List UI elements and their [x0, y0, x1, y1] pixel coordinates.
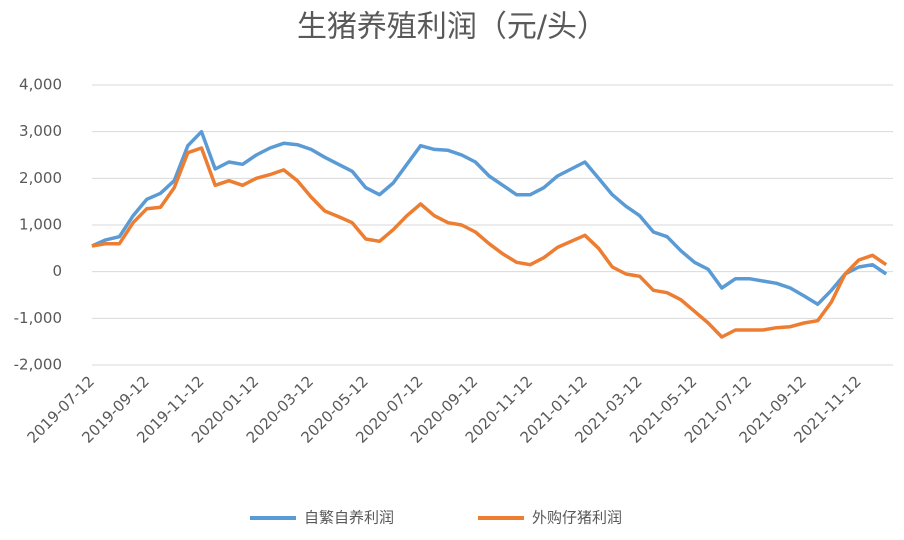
legend-label: 外购仔猪利润 — [532, 509, 622, 527]
y-tick-label: 3,000 — [19, 122, 62, 140]
y-tick-label: 4,000 — [19, 76, 62, 94]
legend-label: 自繁自养利润 — [304, 509, 394, 527]
series-line — [91, 129, 888, 307]
series-line — [91, 146, 888, 339]
y-tick-label: 2,000 — [19, 169, 62, 187]
chart-title: 生猪养殖利润（元/头） — [297, 10, 607, 45]
y-tick-label: -1,000 — [14, 309, 62, 327]
y-tick-label: 1,000 — [19, 216, 62, 234]
y-tick-label: -2,000 — [14, 356, 62, 374]
y-tick-label: 0 — [52, 262, 62, 280]
